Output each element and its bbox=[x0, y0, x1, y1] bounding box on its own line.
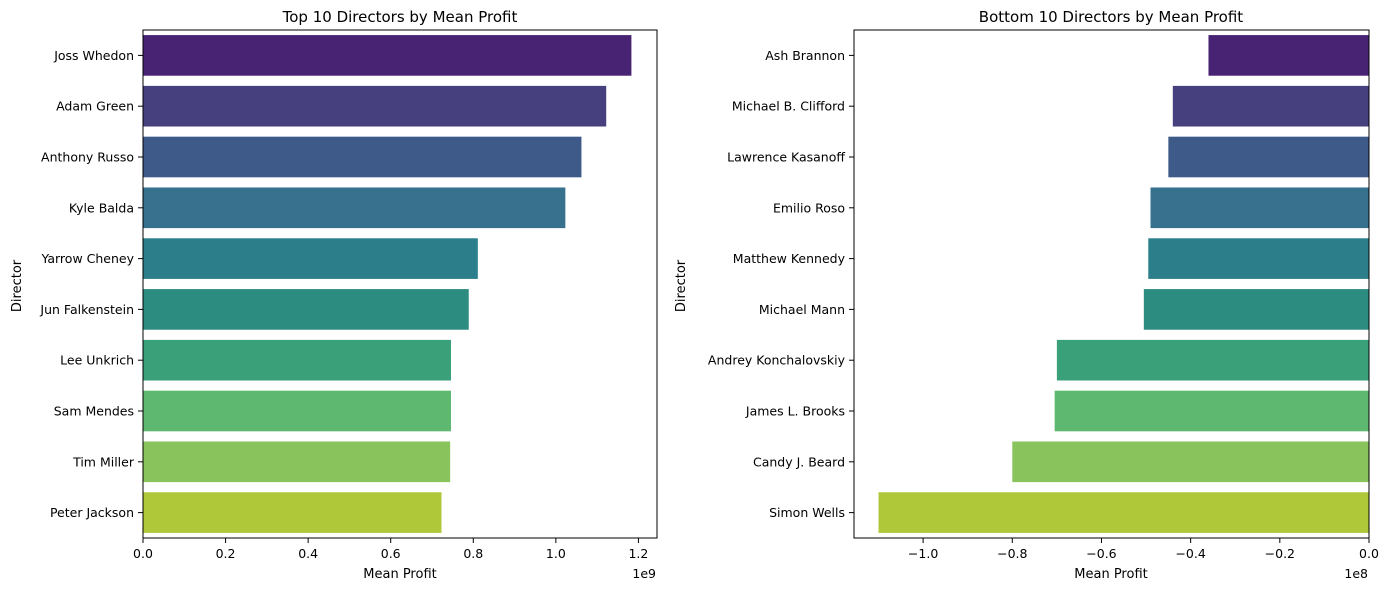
bottom-y-tick-label: Ash Brannon bbox=[765, 48, 845, 63]
top-x-offset-label: 1e9 bbox=[632, 566, 656, 581]
bottom-directors-chart: Bottom 10 Directors by Mean Profit Ash B… bbox=[674, 8, 1379, 582]
bottom-bars bbox=[878, 35, 1369, 533]
top-bars bbox=[143, 35, 632, 533]
bottom-x-tick-label: −0.6 bbox=[1086, 546, 1116, 561]
bottom-x-tick-label: 0.0 bbox=[1359, 546, 1379, 561]
bottom-bar bbox=[1143, 289, 1369, 330]
top-x-tick-label: 0.8 bbox=[463, 546, 483, 561]
bottom-bar bbox=[1168, 136, 1369, 178]
top-y-tick-label: Lee Unkrich bbox=[60, 353, 134, 368]
bottom-bar bbox=[878, 492, 1369, 533]
bottom-bar bbox=[1056, 339, 1369, 381]
bottom-y-tick-label: Emilio Roso bbox=[773, 200, 845, 215]
top-x-axis-title: Mean Profit bbox=[363, 567, 436, 582]
top-y-tick-label: Joss Whedon bbox=[53, 48, 134, 63]
bottom-bar bbox=[1054, 390, 1369, 432]
bottom-x-offset-label: 1e8 bbox=[1344, 566, 1368, 581]
bottom-x-ticks: −1.0 −0.8 −0.6 −0.4 −0.2 0.0 bbox=[908, 538, 1379, 561]
top-bar bbox=[143, 85, 607, 127]
bottom-x-axis-title: Mean Profit bbox=[1074, 567, 1147, 582]
bottom-axes-frame bbox=[853, 29, 1370, 539]
bottom-bar bbox=[1012, 441, 1369, 483]
top-bar bbox=[143, 441, 451, 483]
bottom-bar bbox=[1208, 35, 1369, 76]
top-y-tick-label: Jun Falkenstein bbox=[39, 302, 134, 317]
bottom-x-tick-label: −1.0 bbox=[908, 546, 938, 561]
bottom-y-tick-label: James L. Brooks bbox=[745, 404, 845, 419]
top-x-tick-label: 0.0 bbox=[133, 546, 153, 561]
top-x-tick-label: 0.2 bbox=[216, 546, 236, 561]
top-x-ticks: 0.0 0.2 0.4 0.6 0.8 1.0 1.2 bbox=[133, 538, 648, 561]
bottom-x-tick-label: −0.2 bbox=[1265, 546, 1295, 561]
top-y-tick-label: Adam Green bbox=[56, 99, 134, 114]
top-y-tick-label: Sam Mendes bbox=[54, 404, 134, 419]
top-x-tick-label: 0.6 bbox=[381, 546, 401, 561]
top-y-tick-label: Peter Jackson bbox=[50, 505, 134, 520]
bottom-y-tick-label: Michael Mann bbox=[759, 302, 845, 317]
top-y-tick-label: Anthony Russo bbox=[41, 150, 134, 165]
top-bar bbox=[143, 390, 451, 432]
bottom-bar bbox=[1150, 187, 1369, 229]
top-x-tick-label: 1.0 bbox=[546, 546, 566, 561]
top-bar bbox=[143, 187, 566, 229]
top-bar bbox=[143, 492, 442, 533]
bottom-y-ticks: Ash Brannon Michael B. Clifford Lawrence K… bbox=[708, 48, 854, 520]
chart-title-top: Top 10 Directors by Mean Profit bbox=[282, 8, 518, 26]
top-y-tick-label: Kyle Balda bbox=[69, 200, 134, 215]
top-bar bbox=[143, 339, 451, 381]
bottom-y-tick-label: Michael B. Clifford bbox=[732, 99, 845, 114]
bottom-bar bbox=[1172, 85, 1369, 127]
top-bar bbox=[143, 35, 632, 76]
top-bar bbox=[143, 136, 582, 178]
bottom-y-tick-label: Andrey Konchalovskiy bbox=[708, 353, 846, 368]
top-directors-chart: Top 10 Directors by Mean Profit Joss Whe… bbox=[10, 8, 658, 582]
top-x-tick-label: 1.2 bbox=[628, 546, 648, 561]
bottom-bar bbox=[1148, 238, 1369, 279]
bottom-y-tick-label: Matthew Kennedy bbox=[733, 251, 846, 266]
top-y-tick-label: Tim Miller bbox=[72, 454, 135, 469]
top-bar bbox=[143, 289, 469, 330]
bottom-y-tick-label: Candy J. Beard bbox=[753, 454, 845, 469]
top-y-tick-label: Yarrow Cheney bbox=[40, 251, 134, 266]
top-axes-frame bbox=[142, 29, 658, 539]
bottom-y-tick-label: Simon Wells bbox=[769, 505, 845, 520]
bottom-y-axis-title: Director bbox=[674, 259, 689, 312]
bottom-y-tick-label: Lawrence Kasanoff bbox=[727, 150, 845, 165]
bottom-x-tick-label: −0.8 bbox=[997, 546, 1027, 561]
chart-title-bottom: Bottom 10 Directors by Mean Profit bbox=[979, 8, 1244, 26]
top-y-axis-title: Director bbox=[10, 259, 25, 312]
top-x-tick-label: 0.4 bbox=[298, 546, 318, 561]
top-bar bbox=[143, 238, 478, 279]
bottom-x-tick-label: −0.4 bbox=[1175, 546, 1205, 561]
top-y-ticks: Joss Whedon Adam Green Anthony Russo Kyle B… bbox=[39, 48, 143, 520]
